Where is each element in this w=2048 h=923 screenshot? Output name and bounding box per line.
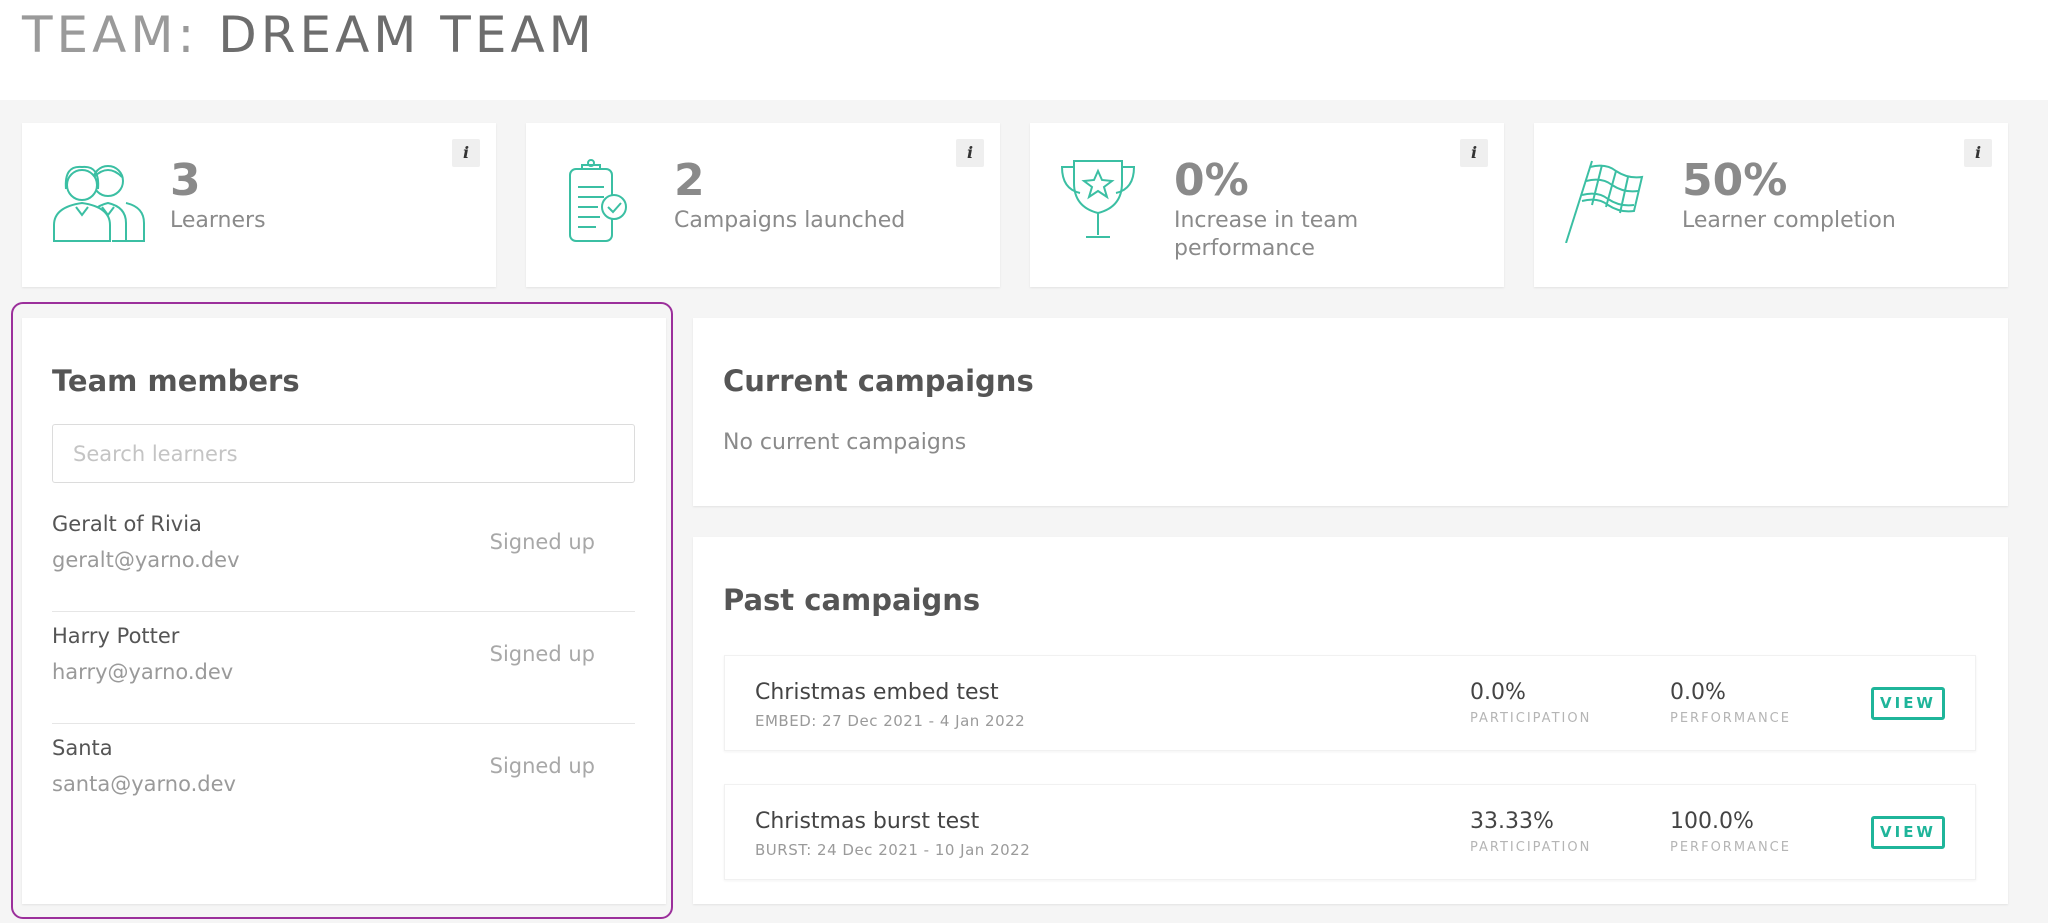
- team-members-title: Team members: [52, 364, 300, 398]
- learners-icon: [53, 165, 145, 242]
- campaign-row: Christmas embed test EMBED: 27 Dec 2021 …: [724, 655, 1976, 751]
- member-email: geralt@yarno.dev: [52, 548, 240, 572]
- empty-state-text: No current campaigns: [723, 430, 967, 455]
- participation-value: 0.0%: [1470, 680, 1526, 705]
- participation-metric: 33.33% PARTICIPATION: [1470, 809, 1591, 855]
- performance-value: 100.0%: [1670, 809, 1754, 834]
- search-learners-input[interactable]: [52, 424, 635, 483]
- performance-metric: 100.0% PERFORMANCE: [1670, 809, 1791, 855]
- page-title: TEAM: DREAM TEAM: [22, 6, 596, 64]
- stat-card-performance: 0% Increase in team performance i: [1030, 123, 1504, 287]
- participation-label: PARTICIPATION: [1470, 840, 1592, 855]
- campaign-meta: BURST: 24 Dec 2021 - 10 Jan 2022: [755, 841, 1031, 859]
- page-header: TEAM: DREAM TEAM: [0, 0, 2048, 100]
- past-campaigns-panel: Past campaigns Christmas embed test EMBE…: [693, 537, 2008, 904]
- stat-card-completion: 50% Learner completion i: [1534, 123, 2008, 287]
- view-campaign-button[interactable]: VIEW: [1871, 816, 1945, 849]
- info-button[interactable]: i: [1460, 139, 1488, 167]
- member-name: Geralt of Rivia: [52, 512, 202, 536]
- participation-metric: 0.0% PARTICIPATION: [1470, 680, 1591, 726]
- team-name: DREAM TEAM: [218, 6, 596, 64]
- team-member-row[interactable]: Harry Potter harry@yarno.dev Signed up: [52, 612, 635, 724]
- view-campaign-button[interactable]: VIEW: [1871, 687, 1945, 720]
- campaign-name: Christmas embed test: [755, 680, 999, 705]
- current-campaigns-panel: Current campaigns No current campaigns: [693, 318, 2008, 506]
- campaign-row: Christmas burst test BURST: 24 Dec 2021 …: [724, 784, 1976, 880]
- member-name: Harry Potter: [52, 624, 180, 648]
- stat-card-learners: 3 Learners i: [22, 123, 496, 287]
- current-campaigns-title: Current campaigns: [723, 364, 1034, 398]
- past-campaigns-title: Past campaigns: [723, 583, 981, 617]
- participation-label: PARTICIPATION: [1470, 711, 1592, 726]
- stat-label: Learners: [170, 208, 266, 233]
- stat-label: Learner completion: [1682, 208, 1896, 233]
- stat-value: 50%: [1682, 155, 1788, 206]
- member-email: santa@yarno.dev: [52, 772, 236, 796]
- stat-value: 3: [170, 155, 201, 206]
- member-status: Signed up: [489, 754, 595, 778]
- stat-value: 2: [674, 155, 705, 206]
- checkered-flag-icon: [1565, 160, 1644, 243]
- stat-label: Increase in team performance: [1174, 208, 1359, 261]
- participation-value: 33.33%: [1470, 809, 1554, 834]
- info-button[interactable]: i: [452, 139, 480, 167]
- team-member-row[interactable]: Santa santa@yarno.dev Signed up: [52, 724, 635, 836]
- campaign-meta: EMBED: 27 Dec 2021 - 4 Jan 2022: [755, 712, 1026, 730]
- stat-value: 0%: [1174, 155, 1249, 206]
- member-status: Signed up: [489, 530, 595, 554]
- team-members-panel: Team members Geralt of Rivia geralt@yarn…: [22, 318, 666, 904]
- performance-label: PERFORMANCE: [1670, 840, 1791, 855]
- trophy-icon: [1060, 160, 1136, 238]
- info-button[interactable]: i: [956, 139, 984, 167]
- performance-label: PERFORMANCE: [1670, 711, 1791, 726]
- clipboard-check-icon: [569, 159, 627, 242]
- page-title-prefix: TEAM:: [22, 6, 199, 64]
- performance-metric: 0.0% PERFORMANCE: [1670, 680, 1791, 726]
- stat-card-campaigns: 2 Campaigns launched i: [526, 123, 1000, 287]
- performance-value: 0.0%: [1670, 680, 1726, 705]
- team-member-row[interactable]: Geralt of Rivia geralt@yarno.dev Signed …: [52, 500, 635, 612]
- member-name: Santa: [52, 736, 113, 760]
- campaign-name: Christmas burst test: [755, 809, 980, 834]
- member-status: Signed up: [489, 642, 595, 666]
- member-email: harry@yarno.dev: [52, 660, 234, 684]
- stat-label: Campaigns launched: [674, 208, 906, 233]
- info-button[interactable]: i: [1964, 139, 1992, 167]
